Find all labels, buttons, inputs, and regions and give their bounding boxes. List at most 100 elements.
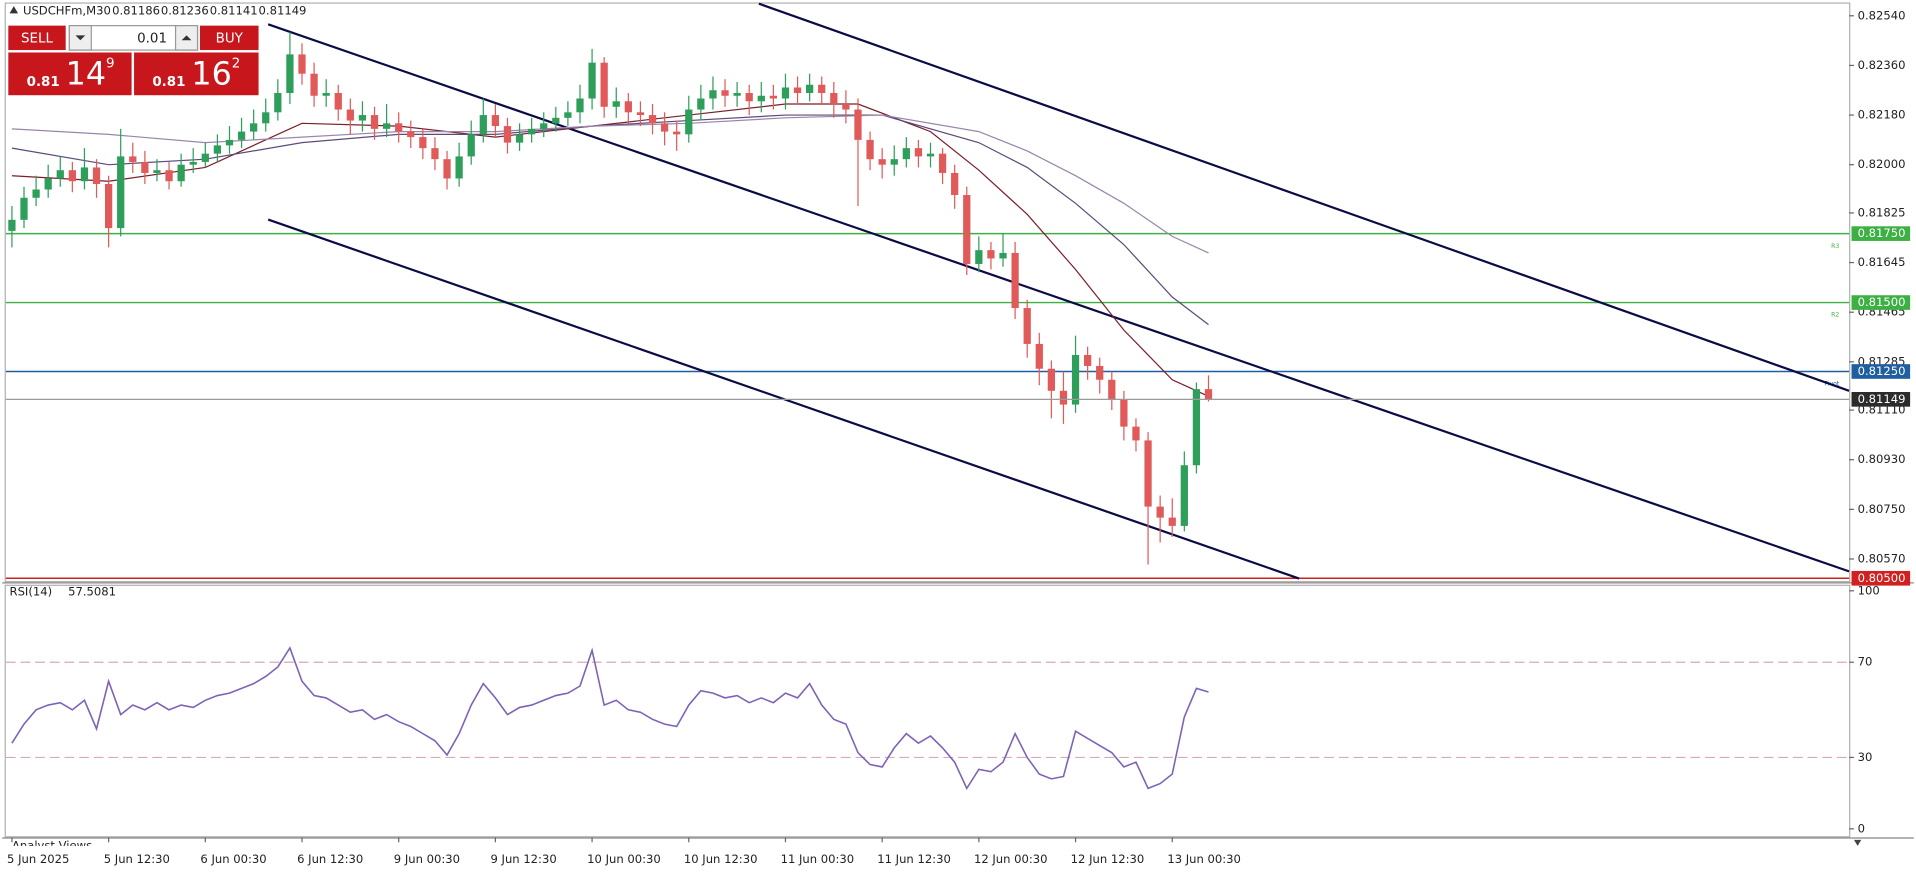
candle-body [636, 112, 645, 116]
bid-box[interactable] [8, 52, 132, 96]
candle-body [286, 54, 294, 93]
ask-box[interactable] [134, 52, 259, 96]
x-tick-label: 11 Jun 12:30 [877, 852, 951, 866]
candle-body [431, 148, 439, 160]
candle-body [697, 98, 705, 110]
candle-body [467, 134, 475, 157]
candle-body [721, 90, 729, 96]
x-tick-label: 11 Jun 00:30 [781, 852, 855, 866]
candle-body [382, 123, 391, 129]
buy-button[interactable] [199, 25, 259, 51]
y-tick-label: 0.80930 [1858, 452, 1906, 466]
candle-body [68, 170, 76, 182]
level-label: 0.81500 [1858, 295, 1906, 309]
candle-body [419, 137, 427, 149]
candle-body [878, 159, 886, 165]
candle-body [781, 87, 790, 99]
candle-body [56, 170, 64, 179]
candle-body [1096, 365, 1104, 380]
candle-body [576, 98, 584, 113]
candle-body [213, 145, 222, 154]
candle-body [20, 197, 28, 220]
rsi-line [11, 646, 1209, 791]
candle-body [1011, 252, 1019, 309]
candle-body [1023, 308, 1031, 344]
candle-body [926, 153, 935, 157]
candle-body [745, 92, 753, 102]
candle-body [225, 139, 234, 146]
x-tick-label: 6 Jun 12:30 [297, 852, 363, 866]
candle-body [1168, 517, 1176, 526]
buy-label[interactable]: BUY [216, 31, 244, 46]
candle-body [44, 178, 52, 190]
candle-body [1047, 368, 1055, 391]
candle-body [793, 87, 802, 93]
candle-body [322, 92, 330, 96]
bid-pips: 14 [66, 57, 106, 93]
footer-tab[interactable]: Analyst Views [12, 838, 92, 852]
candle-body [890, 159, 898, 165]
candle-body [346, 109, 354, 121]
candle-body [80, 167, 89, 182]
rsi-title: RSI(14) [10, 585, 53, 599]
rsi-frame [4, 584, 1851, 838]
level-label-box [1851, 570, 1911, 586]
ask-pips: 16 [191, 57, 231, 93]
candle-body [455, 156, 463, 179]
candle-body [987, 250, 995, 259]
candle-body [612, 101, 620, 107]
y-tick-label: 0.81825 [1858, 205, 1906, 219]
candle-body [129, 156, 137, 162]
candle-body [673, 131, 681, 135]
price-label: 0.81149 [1858, 392, 1906, 406]
trend-line [758, 2, 1850, 392]
candle-body [177, 164, 185, 182]
candle-body [491, 115, 500, 127]
level-label: 0.81750 [1858, 226, 1906, 240]
moving-average [11, 114, 1209, 254]
y-tick-label: 0.80570 [1858, 551, 1906, 565]
y-tick-label: 100 [1858, 583, 1880, 597]
sell-button[interactable] [8, 25, 66, 51]
candle-body [975, 250, 983, 264]
candle-body [1071, 354, 1080, 405]
y-tick-label: 0.81645 [1858, 255, 1906, 269]
x-tick-label: 10 Jun 12:30 [684, 852, 758, 866]
ask-point: 2 [232, 56, 241, 71]
trend-line [267, 23, 1850, 573]
footer-clip: Analyst Views [12, 838, 92, 852]
panel-arrow [1853, 839, 1862, 846]
candle-body [866, 139, 874, 160]
candle-body [1156, 506, 1164, 518]
candle-body [189, 161, 197, 165]
moving-average [11, 114, 1209, 326]
candle-body [540, 123, 548, 129]
level-name: R3 [1831, 243, 1839, 250]
sell-label[interactable]: SELL [21, 31, 53, 46]
candle-body [806, 84, 814, 93]
rsi-last-value: 57.5081 [68, 585, 116, 599]
x-tick-label: 10 Jun 00:30 [587, 852, 661, 866]
price-label-box [1851, 392, 1911, 407]
candle-body [1035, 343, 1043, 369]
candle-body [92, 167, 101, 184]
y-tick-label: 0.82360 [1858, 58, 1906, 72]
candle-body [842, 104, 850, 110]
bid-point: 9 [106, 56, 115, 71]
symbol-title: USDCHFm,M30 [23, 3, 111, 17]
candle-body [757, 95, 765, 102]
lot-value[interactable]: 0.01 [137, 31, 167, 46]
level-name: R2 [1831, 312, 1839, 319]
candle-body [201, 153, 209, 162]
candle-body [250, 123, 258, 132]
candle-body [709, 90, 717, 99]
candle-body [660, 123, 669, 132]
candle-body [854, 109, 862, 140]
candle-body [503, 126, 512, 143]
x-tick-label: 13 Jun 00:30 [1167, 852, 1241, 866]
candle-body [624, 101, 632, 113]
candle-body [1084, 354, 1092, 366]
level-label-box [1851, 295, 1911, 310]
